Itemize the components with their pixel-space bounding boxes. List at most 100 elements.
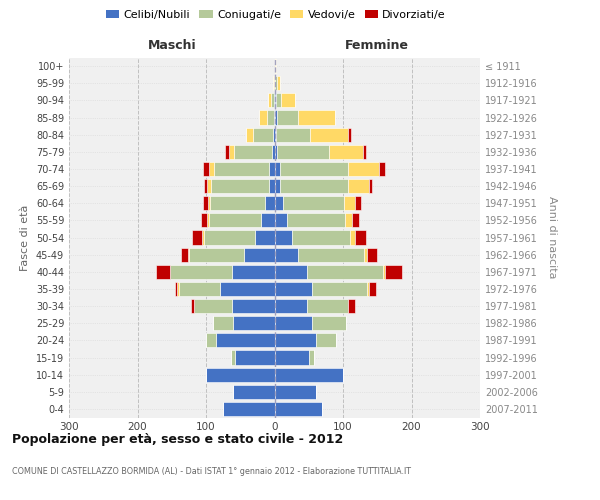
Bar — [175, 282, 177, 296]
Bar — [156, 265, 170, 279]
Bar — [287, 214, 345, 228]
Bar — [275, 110, 277, 124]
Bar — [208, 179, 211, 193]
Text: Femmine: Femmine — [345, 40, 409, 52]
Bar — [211, 179, 269, 193]
Bar — [271, 94, 274, 108]
Bar — [223, 402, 275, 416]
Bar — [355, 196, 361, 210]
Y-axis label: Anni di nascita: Anni di nascita — [547, 196, 557, 279]
Bar — [275, 145, 277, 159]
Bar — [283, 196, 344, 210]
Bar — [298, 110, 335, 124]
Bar — [281, 94, 295, 108]
Bar — [275, 402, 322, 416]
Bar — [363, 145, 366, 159]
Bar — [203, 162, 209, 176]
Bar — [206, 334, 216, 347]
Bar — [277, 76, 280, 90]
Bar — [364, 248, 367, 262]
Bar — [310, 128, 348, 141]
Bar — [274, 110, 275, 124]
Bar — [275, 368, 343, 382]
Bar — [232, 350, 235, 364]
Bar — [348, 128, 351, 141]
Bar — [202, 230, 204, 244]
Bar — [272, 145, 275, 159]
Bar — [269, 162, 275, 176]
Bar — [203, 196, 208, 210]
Bar — [275, 196, 283, 210]
Bar — [259, 110, 267, 124]
Bar — [275, 128, 276, 141]
Text: COMUNE DI CASTELLAZZO BORMIDA (AL) - Dati ISTAT 1° gennaio 2012 - Elaborazione T: COMUNE DI CASTELLAZZO BORMIDA (AL) - Dat… — [12, 468, 411, 476]
Bar — [276, 128, 310, 141]
Bar — [275, 265, 307, 279]
Bar — [349, 179, 369, 193]
Text: Maschi: Maschi — [148, 40, 196, 52]
Bar — [213, 316, 233, 330]
Bar — [329, 145, 363, 159]
Bar — [275, 179, 280, 193]
Bar — [265, 196, 275, 210]
Bar — [280, 179, 349, 193]
Bar — [170, 265, 232, 279]
Bar — [233, 385, 275, 399]
Bar — [292, 230, 350, 244]
Bar — [309, 350, 314, 364]
Bar — [256, 230, 275, 244]
Bar — [312, 316, 346, 330]
Bar — [369, 179, 373, 193]
Bar — [268, 94, 271, 108]
Bar — [275, 385, 316, 399]
Bar — [275, 350, 309, 364]
Bar — [276, 94, 281, 108]
Bar — [229, 145, 234, 159]
Bar — [367, 248, 377, 262]
Bar — [220, 282, 275, 296]
Bar — [208, 214, 209, 228]
Bar — [385, 265, 402, 279]
Bar — [177, 282, 179, 296]
Bar — [216, 334, 275, 347]
Y-axis label: Fasce di età: Fasce di età — [20, 204, 30, 270]
Bar — [208, 196, 210, 210]
Bar — [352, 214, 359, 228]
Bar — [307, 265, 383, 279]
Bar — [209, 162, 214, 176]
Bar — [181, 248, 188, 262]
Bar — [277, 145, 329, 159]
Bar — [269, 179, 275, 193]
Text: Popolazione per età, sesso e stato civile - 2012: Popolazione per età, sesso e stato civil… — [12, 432, 343, 446]
Bar — [191, 299, 194, 313]
Bar — [206, 368, 275, 382]
Bar — [275, 214, 287, 228]
Bar — [307, 299, 349, 313]
Bar — [275, 316, 312, 330]
Bar — [232, 265, 275, 279]
Bar — [200, 214, 208, 228]
Bar — [275, 299, 307, 313]
Bar — [383, 265, 385, 279]
Bar — [316, 334, 336, 347]
Bar — [274, 76, 275, 90]
Bar — [261, 214, 275, 228]
Bar — [191, 230, 202, 244]
Bar — [275, 248, 298, 262]
Bar — [244, 248, 275, 262]
Bar — [350, 230, 355, 244]
Bar — [194, 299, 232, 313]
Bar — [204, 179, 208, 193]
Bar — [379, 162, 385, 176]
Bar — [275, 282, 312, 296]
Bar — [349, 299, 355, 313]
Bar — [280, 162, 349, 176]
Bar — [355, 230, 365, 244]
Bar — [312, 282, 367, 296]
Bar — [214, 162, 269, 176]
Bar — [246, 128, 253, 141]
Legend: Celibi/Nubili, Coniugati/e, Vedovi/e, Divorziati/e: Celibi/Nubili, Coniugati/e, Vedovi/e, Di… — [101, 6, 451, 25]
Bar — [275, 59, 276, 73]
Bar — [253, 128, 273, 141]
Bar — [345, 214, 352, 228]
